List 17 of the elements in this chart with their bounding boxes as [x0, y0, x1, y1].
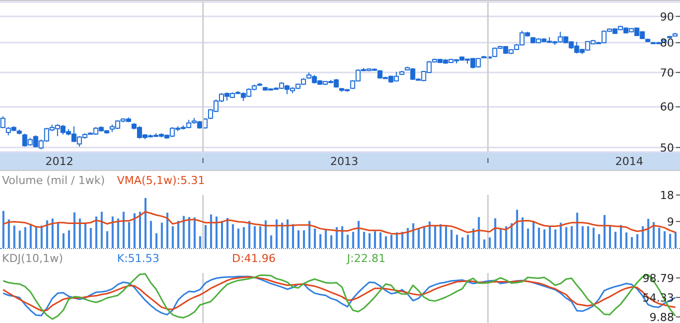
chart-title: KDJ(10,1w) [2, 252, 64, 264]
y-tick-label: 60 [660, 100, 674, 114]
y-tick-label: 90 [660, 10, 674, 24]
y-tick-label: 9 [667, 215, 674, 228]
y-tick-label: 50 [660, 141, 674, 154]
series-label: D:41.96 [232, 252, 277, 264]
y-tick-label: 70 [660, 66, 674, 80]
series-label: J:22.81 [347, 252, 386, 264]
series-label: K:51.53 [117, 252, 160, 264]
x-tick-label: 2012 [45, 155, 74, 168]
y-tick-label: 9.88 [650, 310, 674, 323]
y-tick-label: 80 [660, 36, 674, 50]
x-tick-label: 2014 [615, 155, 644, 168]
y-tick-label: 18 [660, 188, 674, 202]
x-tick-label: 2013 [330, 155, 358, 168]
chart-title: Volume (mil / 1wk) [2, 174, 106, 186]
text: VMA(5,1w):5.31 [117, 174, 206, 186]
